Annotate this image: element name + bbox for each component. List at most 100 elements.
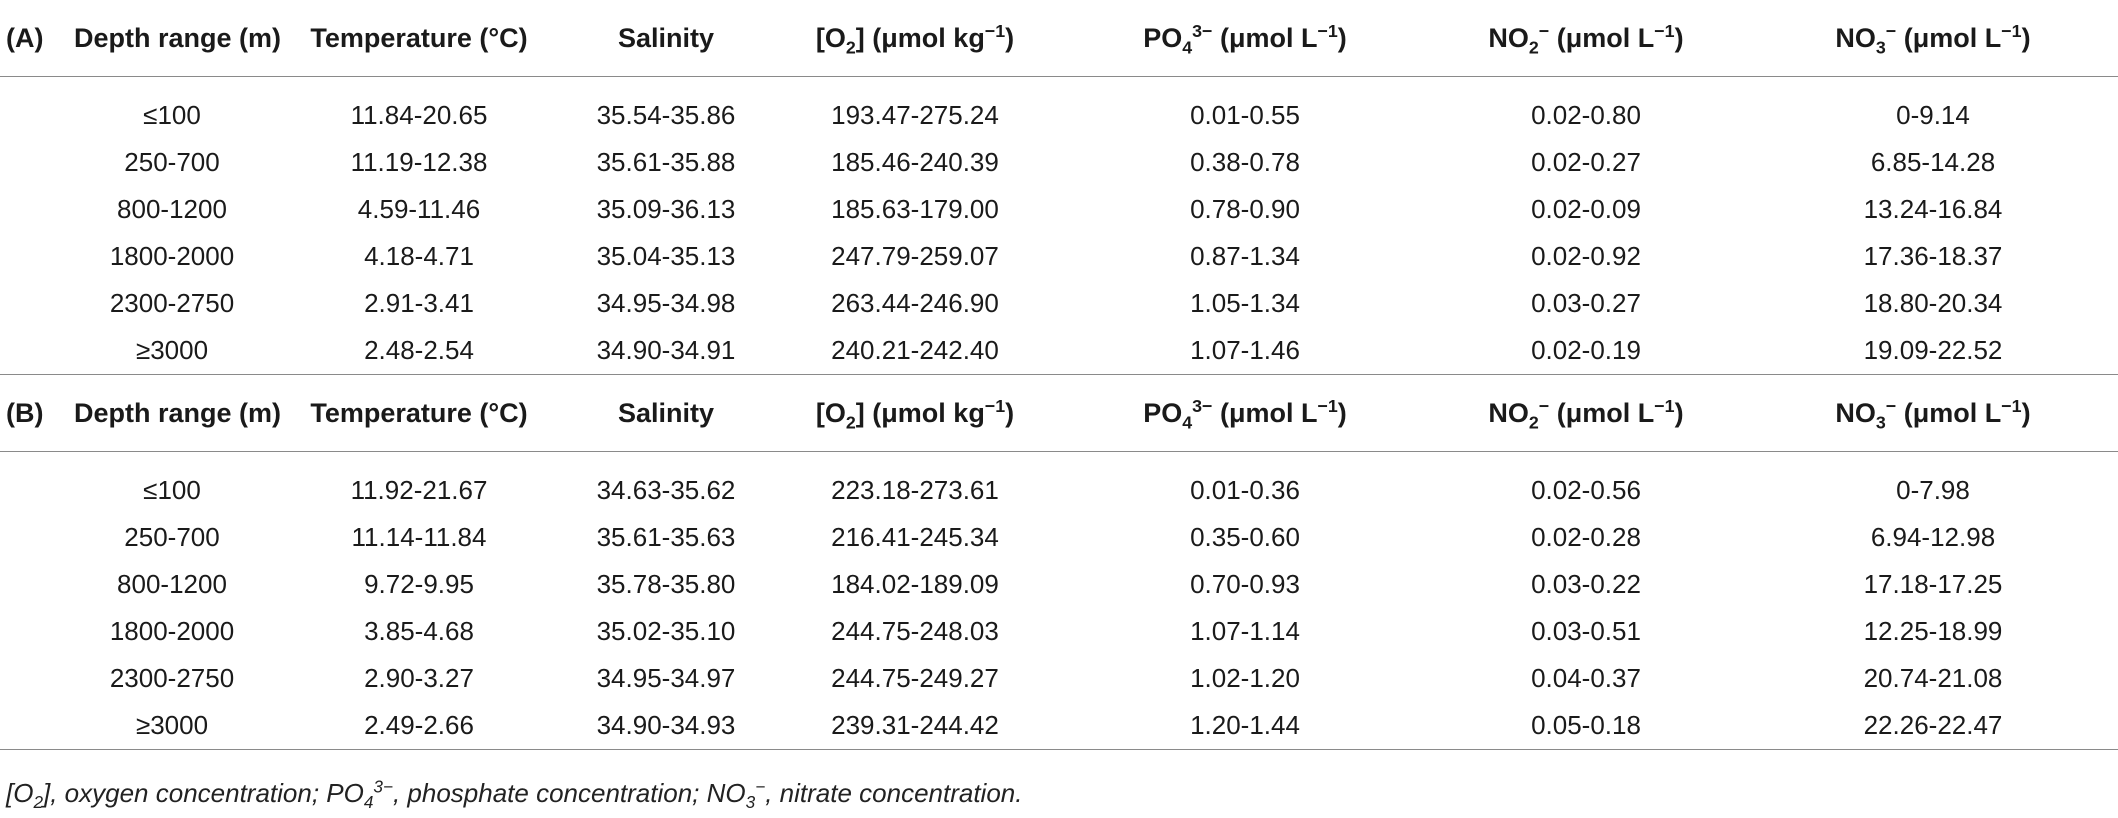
header-depth: Depth range (m) bbox=[74, 0, 281, 77]
cell-temperature: 2.48-2.54 bbox=[270, 327, 568, 375]
cell-oxygen: 247.79-259.07 bbox=[831, 241, 999, 271]
cell-salinity: 34.90-34.93 bbox=[568, 702, 764, 750]
cell-nitrite: 0.03-0.22 bbox=[1531, 569, 1641, 599]
cell-depth: ≤100 bbox=[143, 475, 201, 505]
data-table: (A) Depth range (m) Temperature (°C) Sal… bbox=[0, 0, 2118, 750]
cell-nitrate: 17.36-18.37 bbox=[1863, 241, 2003, 271]
cell-salinity: 35.02-35.10 bbox=[596, 616, 736, 646]
header-temperature: Temperature (°C) bbox=[270, 374, 568, 452]
header-temperature: Temperature (°C) bbox=[270, 0, 568, 77]
cell-nitrite: 0.03-0.51 bbox=[1531, 616, 1641, 646]
cell-temperature: 2.91-3.41 bbox=[364, 288, 474, 318]
cell-phosphate: 0.78-0.90 bbox=[1190, 194, 1300, 224]
cell-phosphate: 0.35-0.60 bbox=[1190, 522, 1300, 552]
cell-salinity: 35.04-35.13 bbox=[596, 241, 736, 271]
cell-phosphate: 1.07-1.14 bbox=[1190, 616, 1300, 646]
cell-oxygen: 239.31-244.42 bbox=[764, 702, 1066, 750]
panel-label: (B) bbox=[0, 374, 74, 452]
cell-salinity: 35.09-36.13 bbox=[596, 194, 736, 224]
cell-oxygen: 244.75-249.27 bbox=[831, 663, 999, 693]
cell-nitrite: 0.02-0.92 bbox=[1531, 241, 1641, 271]
cell-depth: 800-1200 bbox=[117, 569, 227, 599]
cell-salinity: 35.61-35.63 bbox=[596, 522, 736, 552]
cell-temperature: 11.14-11.84 bbox=[351, 522, 487, 552]
table-row: 250-700 11.19-12.38 35.61-35.88 185.46-240.… bbox=[0, 139, 2118, 186]
cell-oxygen: 240.21-242.40 bbox=[764, 327, 1066, 375]
spacer-row bbox=[0, 452, 2118, 468]
panel-label: (A) bbox=[0, 0, 74, 77]
cell-oxygen: 185.46-240.39 bbox=[831, 147, 999, 177]
header-nitrate: NO3− (μmol L−1) bbox=[1748, 374, 2118, 452]
header-depth: Depth range (m) bbox=[74, 374, 281, 452]
cell-depth: ≥3000 bbox=[74, 702, 270, 750]
cell-salinity: 35.54-35.86 bbox=[596, 100, 736, 130]
cell-nitrate: 6.85-14.28 bbox=[1870, 147, 1996, 177]
cell-temperature: 11.84-20.65 bbox=[350, 100, 488, 130]
cell-nitrate: 22.26-22.47 bbox=[1748, 702, 2118, 750]
cell-nitrate: 19.09-22.52 bbox=[1748, 327, 2118, 375]
cell-nitrate: 20.74-21.08 bbox=[1863, 663, 2003, 693]
cell-depth: ≤100 bbox=[143, 100, 201, 130]
cell-temperature: 3.85-4.68 bbox=[364, 616, 474, 646]
cell-nitrite: 0.04-0.37 bbox=[1531, 663, 1641, 693]
cell-phosphate: 1.05-1.34 bbox=[1190, 288, 1300, 318]
cell-oxygen: 244.75-248.03 bbox=[831, 616, 999, 646]
cell-salinity: 34.63-35.62 bbox=[596, 475, 736, 505]
cell-phosphate: 1.20-1.44 bbox=[1066, 702, 1424, 750]
cell-nitrite: 0.02-0.28 bbox=[1531, 522, 1641, 552]
table-body: (A) Depth range (m) Temperature (°C) Sal… bbox=[0, 0, 2118, 750]
cell-nitrite: 0.03-0.27 bbox=[1531, 288, 1641, 318]
table-row: ≤100 11.92-21.67 34.63-35.62 223.18-273.61 0… bbox=[0, 467, 2118, 514]
header-nitrite: NO2− (μmol L−1) bbox=[1424, 374, 1748, 452]
label-cell bbox=[0, 92, 74, 139]
cell-phosphate: 0.01-0.36 bbox=[1190, 475, 1300, 505]
cell-phosphate: 1.07-1.46 bbox=[1066, 327, 1424, 375]
cell-phosphate: 0.01-0.55 bbox=[1190, 100, 1300, 130]
cell-depth: 250-700 bbox=[124, 147, 220, 177]
header-oxygen: [O2] (μmol kg−1) bbox=[764, 0, 1066, 77]
cell-salinity: 35.78-35.80 bbox=[596, 569, 736, 599]
table-row: ≥3000 2.49-2.66 34.90-34.93 239.31-244.42 1.… bbox=[0, 702, 2118, 750]
cell-temperature: 4.18-4.71 bbox=[364, 241, 474, 271]
header-nitrate: NO3− (μmol L−1) bbox=[1748, 0, 2118, 77]
header-nitrite: NO2− (μmol L−1) bbox=[1424, 0, 1748, 77]
cell-salinity: 35.61-35.88 bbox=[596, 147, 736, 177]
label-cell bbox=[0, 608, 74, 655]
cell-temperature: 2.90-3.27 bbox=[364, 663, 474, 693]
cell-oxygen: 216.41-245.34 bbox=[831, 522, 999, 552]
cell-nitrite: 0.02-0.27 bbox=[1531, 147, 1641, 177]
cell-phosphate: 0.70-0.93 bbox=[1190, 569, 1300, 599]
label-cell bbox=[0, 655, 74, 702]
cell-phosphate: 0.38-0.78 bbox=[1190, 147, 1300, 177]
cell-depth: 250-700 bbox=[124, 522, 220, 552]
cell-temperature: 4.59-11.46 bbox=[357, 194, 481, 224]
cell-nitrite: 0.02-0.19 bbox=[1424, 327, 1748, 375]
cell-nitrate: 18.80-20.34 bbox=[1863, 288, 2003, 318]
table-row: 800-1200 9.72-9.95 35.78-35.80 184.02-189.0… bbox=[0, 561, 2118, 608]
cell-nitrite: 0.05-0.18 bbox=[1424, 702, 1748, 750]
cell-temperature: 2.49-2.66 bbox=[270, 702, 568, 750]
header-salinity: Salinity bbox=[568, 374, 764, 452]
header-oxygen: [O2] (μmol kg−1) bbox=[764, 374, 1066, 452]
header-phosphate: PO43− (μmol L−1) bbox=[1066, 0, 1424, 77]
table-row: 2300-2750 2.90-3.27 34.95-34.97 244.75-249.… bbox=[0, 655, 2118, 702]
label-cell bbox=[0, 702, 74, 750]
cell-nitrate: 0-7.98 bbox=[1896, 475, 1970, 505]
cell-oxygen: 223.18-273.61 bbox=[831, 475, 999, 505]
cell-oxygen: 184.02-189.09 bbox=[831, 569, 999, 599]
header-row: (B) Depth range (m) Temperature (°C) Sal… bbox=[0, 374, 2118, 452]
label-cell bbox=[0, 327, 74, 375]
table-row: 1800-2000 4.18-4.71 35.04-35.13 247.79-259.… bbox=[0, 233, 2118, 280]
table-footnote: [O2], oxygen concentration; PO43−, phosp… bbox=[6, 776, 1023, 813]
cell-depth: 2300-2750 bbox=[109, 663, 235, 693]
label-cell bbox=[0, 561, 74, 608]
header-row: (A) Depth range (m) Temperature (°C) Sal… bbox=[0, 0, 2118, 77]
cell-nitrate: 12.25-18.99 bbox=[1863, 616, 2003, 646]
cell-nitrite: 0.02-0.56 bbox=[1531, 475, 1641, 505]
cell-temperature: 11.19-12.38 bbox=[350, 147, 488, 177]
cell-temperature: 9.72-9.95 bbox=[364, 569, 474, 599]
cell-nitrate: 13.24-16.84 bbox=[1863, 194, 2003, 224]
cell-salinity: 34.95-34.97 bbox=[596, 663, 736, 693]
cell-depth: 1800-2000 bbox=[109, 616, 235, 646]
table-row: ≥3000 2.48-2.54 34.90-34.91 240.21-242.40 1.… bbox=[0, 327, 2118, 375]
